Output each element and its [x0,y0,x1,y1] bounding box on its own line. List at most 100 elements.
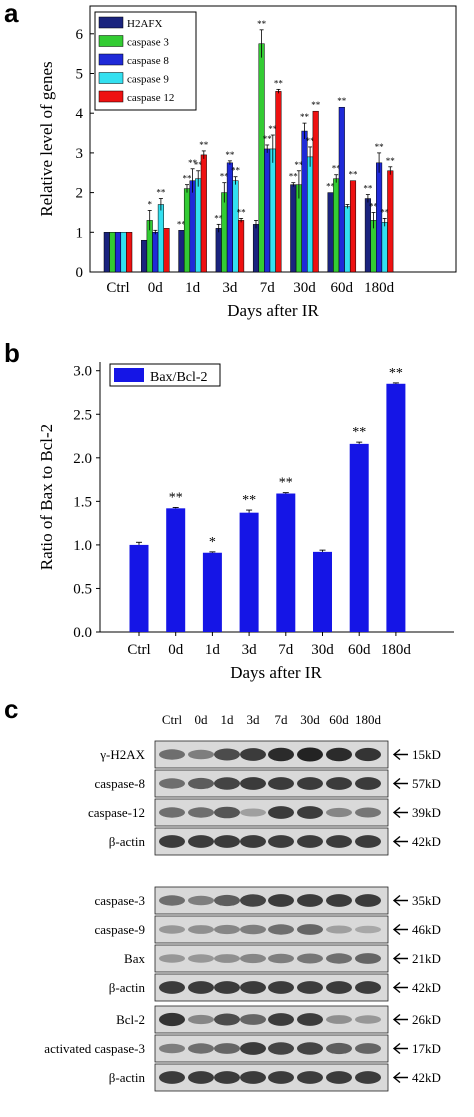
chart-b-bar [202,552,222,632]
blot-band [326,953,352,964]
chart-b-ytick-label: 2.5 [73,407,92,423]
chart-b-bar [166,508,186,632]
blot-band [240,894,266,907]
chart-a-legend-swatch [98,90,124,103]
blot-band [188,749,214,760]
blot-band [297,1071,323,1084]
blot-band [355,953,381,964]
chart-a-significance-label: ** [194,160,204,170]
chart-b-xtick-label: 60d [348,642,371,658]
blot-band [188,1014,214,1025]
chart-a-significance-label: ** [156,188,166,198]
blot-band [159,925,185,934]
chart-b-significance-label: ** [389,366,403,381]
chart-a-ytick-label: 3 [76,146,84,162]
blot-kd-label: 42kD [412,834,441,849]
chart-b-bar [276,493,296,632]
blot-band [297,894,323,907]
chart-a-significance-label: * [147,199,152,209]
chart-b-ytick-label: 1.5 [73,494,92,510]
blot-band [355,925,381,934]
chart-a-xtick-label: 60d [331,280,354,296]
chart-a-bar [269,148,276,273]
blot-lane-label: 0d [195,712,209,727]
blot-band [326,777,352,790]
blot-row-label: caspase-12 [88,805,145,820]
blot-band [297,747,323,762]
chart-a-xtick-label: 180d [364,280,395,296]
blot-band [297,806,323,819]
chart-a-bar [333,178,340,273]
chart-a-bar [327,192,334,273]
blot-band [268,924,294,935]
chart-a-xtick-label: 7d [260,280,276,296]
chart-b-xtick-label: Ctrl [127,642,150,658]
chart-a-significance-label: ** [237,207,247,217]
blot-kd-label: 39kD [412,805,441,820]
blot-band [214,924,240,935]
blot-kd-label: 26kD [412,1012,441,1027]
chart-b-significance-label: ** [169,490,183,505]
chart-b-legend: Bax/Bcl-2 [109,363,221,387]
arrow-left-icon [392,894,408,907]
blot-band [188,954,214,963]
blot-band [268,894,294,907]
blot-band [214,748,240,761]
chart-a-bar [258,43,265,273]
chart-a-ytick-label: 1 [76,225,84,241]
blot-band [240,1042,266,1055]
blot-row: Bcl-2 26kD [116,1005,441,1034]
blot-row: β-actin 42kD [109,827,441,856]
chart-b-ylabel: Ratio of Bax to Bcl-2 [37,424,56,570]
blot-band [159,749,185,760]
blot-band [188,807,214,818]
chart-a-bar [226,162,233,273]
chart-a-bar [349,180,357,273]
blot-row-label: caspase-8 [94,776,145,791]
blot-band [355,777,381,790]
chart-b-xlabel: Days after IR [230,663,322,682]
blot-band [326,835,352,848]
chart-a-bar [141,239,148,273]
blot-band [240,808,266,817]
blot-band [297,953,323,964]
blot-band [240,953,266,964]
arrow-left-icon [392,748,408,761]
chart-b-bar [349,443,369,632]
blot-band [159,807,185,818]
blot-band [214,894,240,907]
panel-label-a: a [4,0,19,28]
chart-a-legend-swatch [98,35,124,47]
chart-a-xtick-label: 1d [185,280,201,296]
chart-a-significance-label: ** [306,136,316,146]
chart-b-xtick-label: 3d [242,642,258,658]
blot-lane-label: 180d [355,712,382,727]
blot-row-label: caspase-3 [94,893,145,908]
blot-band [240,835,266,848]
blot-band [326,894,352,907]
chart-a-legend: H2AFX caspase 3 caspase 8 caspase 9 caspase … [94,11,197,111]
arrow-left-icon [392,777,408,790]
blot-band [214,981,240,994]
chart-a-significance-label: ** [289,172,299,182]
chart-a-significance-label: ** [188,158,198,168]
chart-b-significance-label: ** [242,493,256,508]
panel-label-c: c [4,694,18,724]
blot-band [268,1071,294,1084]
blot-band [355,981,381,994]
chart-a-bar [344,206,351,273]
blot-band [355,894,381,907]
blot-band [188,895,214,906]
chart-a-bar [312,110,319,273]
blot-kd-label: 46kD [412,922,441,937]
chart-a-bar [103,232,110,273]
chart-a-bar [183,188,191,273]
western-blot: Ctrl 0d 1d 3d 7d 30d 60d 180d γ-H2AX 15kD caspase… [44,712,441,1092]
chart-a-significance-label: ** [332,164,342,174]
blot-band [268,835,294,848]
chart-a-bar [163,228,170,273]
blot-band [159,895,185,906]
blot-row: caspase-12 39kD [88,798,441,827]
blot-band [188,1043,214,1054]
